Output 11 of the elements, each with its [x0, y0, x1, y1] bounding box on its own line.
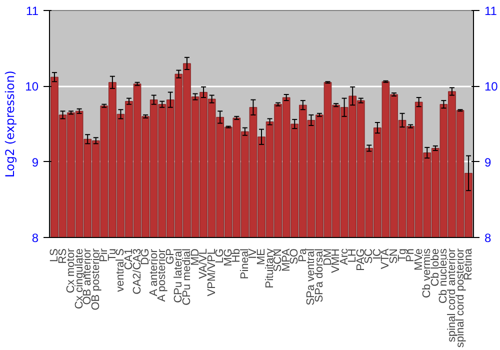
y2-tick-label: 9: [484, 155, 492, 170]
y-tick-label: 8: [32, 231, 39, 245]
y-tick-label: 11: [26, 4, 39, 18]
y2-tick-label: 8: [484, 231, 492, 245]
y-axis-title: Log2 (expression): [3, 70, 18, 178]
y2-tick-label: 10: [484, 80, 498, 94]
y-tick-label: 10: [25, 80, 39, 94]
y2-tick-label: 11: [484, 4, 498, 18]
x-tick-label: Tg: [396, 248, 408, 262]
y-tick-label: 9: [32, 155, 39, 170]
x-tick-label: A posterior: [156, 248, 168, 302]
